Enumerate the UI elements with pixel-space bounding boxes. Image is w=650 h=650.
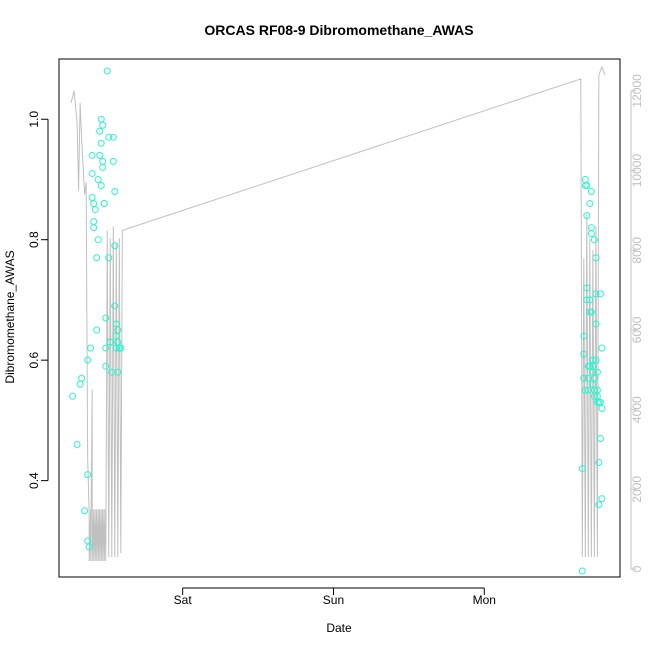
data-point <box>97 139 105 147</box>
data-point <box>593 368 601 376</box>
data-point <box>105 254 113 262</box>
data-point <box>586 200 594 208</box>
y2-tick-label: 8000 <box>630 237 644 264</box>
data-point <box>81 507 89 515</box>
data-point <box>586 362 594 370</box>
data-point <box>114 368 122 376</box>
series-line-path <box>70 65 606 562</box>
series-line <box>70 65 606 562</box>
data-point <box>106 338 114 346</box>
data-point <box>596 290 604 298</box>
data-point <box>102 314 110 322</box>
data-point <box>87 344 95 352</box>
data-point <box>583 212 591 220</box>
data-point <box>96 151 104 159</box>
x-tick-label: Sun <box>323 593 344 607</box>
data-point <box>111 302 119 310</box>
data-point <box>105 133 113 141</box>
data-point <box>102 344 110 352</box>
data-point <box>69 392 77 400</box>
y2-tick-label: 10000 <box>630 154 644 188</box>
data-point <box>94 175 102 183</box>
data-point <box>587 308 595 316</box>
data-point <box>590 374 598 382</box>
data-point <box>578 567 586 575</box>
data-point <box>117 344 125 352</box>
data-point <box>102 362 110 370</box>
y-tick-label: 0.8 <box>27 231 41 248</box>
data-point <box>99 121 107 129</box>
data-point <box>592 290 600 298</box>
data-point <box>88 169 96 177</box>
data-point <box>84 471 92 479</box>
x-axis-label: Date <box>326 621 352 635</box>
data-point <box>78 374 86 382</box>
data-point <box>91 206 99 214</box>
data-point <box>587 230 595 238</box>
data-point <box>580 332 588 340</box>
data-point <box>97 181 105 189</box>
data-point <box>103 67 111 75</box>
data-point <box>578 465 586 473</box>
data-point <box>111 188 119 196</box>
y2-tick-label: 2000 <box>630 476 644 503</box>
data-point <box>580 374 588 382</box>
y-tick-label: 1.0 <box>27 111 41 128</box>
data-point <box>85 543 93 551</box>
data-point <box>99 157 107 165</box>
y2-tick-label: 6000 <box>630 316 644 343</box>
data-point <box>581 386 589 394</box>
data-point <box>90 224 98 232</box>
axes: Sat Sun Mon 0.4 0.6 0.8 1.0 0 2000 4000 6000 8000 10… <box>27 74 644 607</box>
plot-frame <box>58 58 621 578</box>
data-point <box>93 326 101 334</box>
data-point <box>587 188 595 196</box>
data-point <box>596 434 604 442</box>
data-point <box>100 200 108 208</box>
data-point <box>88 151 96 159</box>
y2-tick-label: 12000 <box>630 74 644 108</box>
series-points <box>69 67 606 575</box>
data-point <box>93 254 101 262</box>
y-tick-label: 0.6 <box>27 351 41 368</box>
data-point <box>592 254 600 262</box>
y-axis-label: Dibromomethane_AWAS <box>3 250 17 383</box>
x-tick-label: Mon <box>473 593 496 607</box>
data-point <box>592 356 600 364</box>
chart-title: ORCAS RF08-9 Dibromomethane_AWAS <box>204 22 473 38</box>
y2-tick-label: 4000 <box>630 396 644 423</box>
data-point <box>595 459 603 467</box>
data-point <box>583 284 591 292</box>
data-point <box>598 344 606 352</box>
data-point <box>586 296 594 304</box>
data-point <box>598 404 606 412</box>
data-point <box>598 495 606 503</box>
data-point <box>580 350 588 358</box>
data-point <box>592 320 600 328</box>
data-point <box>583 296 591 304</box>
data-point <box>94 236 102 244</box>
data-point <box>111 242 119 250</box>
y2-tick-label: 0 <box>630 565 644 572</box>
x-tick-label: Sat <box>174 593 193 607</box>
data-point <box>96 127 104 135</box>
data-point <box>595 501 603 509</box>
data-point <box>114 326 122 334</box>
y-tick-label: 0.4 <box>27 472 41 489</box>
data-point <box>590 236 598 244</box>
data-point <box>583 181 591 189</box>
data-point <box>84 356 92 364</box>
data-point <box>109 133 117 141</box>
data-point <box>109 157 117 165</box>
data-point <box>73 440 81 448</box>
data-point <box>590 392 598 400</box>
